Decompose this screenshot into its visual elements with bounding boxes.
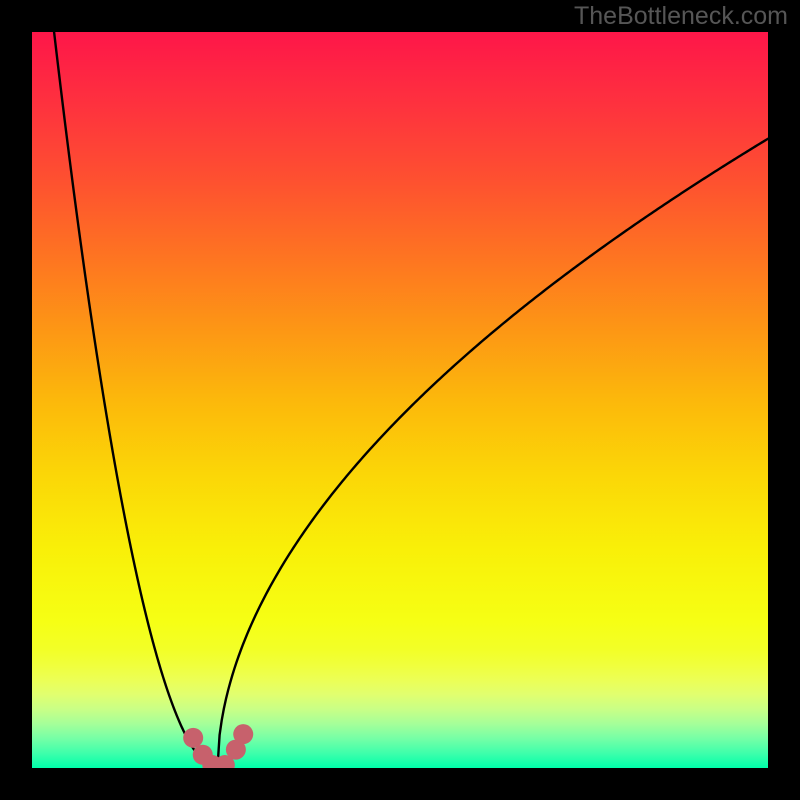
chart-background	[32, 32, 768, 768]
curve-marker	[233, 724, 253, 744]
chart-plot-area	[32, 32, 768, 768]
chart-svg	[32, 32, 768, 768]
watermark-text: TheBottleneck.com	[574, 2, 788, 31]
curve-marker	[183, 728, 203, 748]
